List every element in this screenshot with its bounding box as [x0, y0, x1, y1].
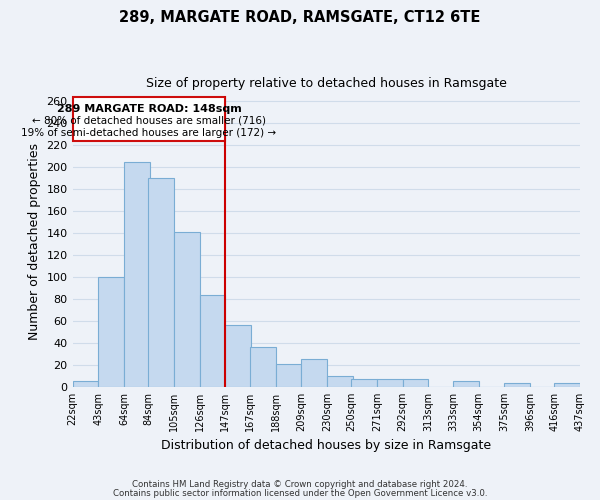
Text: ← 80% of detached houses are smaller (716): ← 80% of detached houses are smaller (71…: [32, 116, 266, 126]
Bar: [554, 382, 580, 387]
FancyBboxPatch shape: [73, 97, 226, 141]
Text: Contains public sector information licensed under the Open Government Licence v3: Contains public sector information licen…: [113, 488, 487, 498]
Text: 289 MARGATE ROAD: 148sqm: 289 MARGATE ROAD: 148sqm: [56, 104, 241, 114]
Bar: [403, 379, 428, 387]
Bar: [200, 294, 226, 387]
Bar: [226, 326, 251, 387]
Bar: [504, 382, 530, 387]
Bar: [301, 360, 327, 387]
Bar: [73, 382, 98, 387]
X-axis label: Distribution of detached houses by size in Ramsgate: Distribution of detached houses by size …: [161, 440, 491, 452]
Bar: [98, 277, 124, 387]
Title: Size of property relative to detached houses in Ramsgate: Size of property relative to detached ho…: [146, 78, 507, 90]
Bar: [174, 232, 200, 387]
Text: Contains HM Land Registry data © Crown copyright and database right 2024.: Contains HM Land Registry data © Crown c…: [132, 480, 468, 489]
Bar: [453, 382, 479, 387]
Text: 289, MARGATE ROAD, RAMSGATE, CT12 6TE: 289, MARGATE ROAD, RAMSGATE, CT12 6TE: [119, 10, 481, 25]
Bar: [250, 348, 275, 387]
Bar: [275, 364, 301, 387]
Bar: [377, 379, 403, 387]
Bar: [148, 178, 174, 387]
Bar: [124, 162, 149, 387]
Text: 19% of semi-detached houses are larger (172) →: 19% of semi-detached houses are larger (…: [22, 128, 277, 138]
Bar: [352, 379, 377, 387]
Y-axis label: Number of detached properties: Number of detached properties: [28, 143, 41, 340]
Bar: [327, 376, 353, 387]
